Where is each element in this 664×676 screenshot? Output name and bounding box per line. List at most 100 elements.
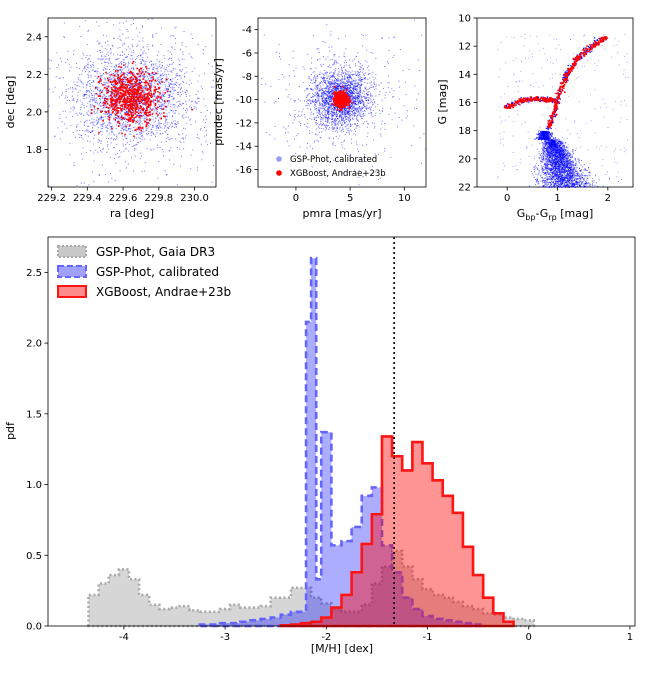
- data-point-calibrated: [142, 106, 143, 107]
- data-point-xgboost: [142, 109, 144, 111]
- data-point-calibrated: [82, 130, 83, 131]
- data-point-calibrated: [192, 101, 193, 102]
- data-point-calibrated: [289, 64, 290, 65]
- data-point-calibrated: [340, 114, 341, 115]
- data-point-xgboost: [129, 105, 131, 107]
- data-point-calibrated: [92, 64, 93, 65]
- data-point-calibrated: [342, 147, 343, 148]
- data-point-calibrated: [316, 110, 317, 111]
- data-point-calibrated: [421, 35, 422, 36]
- data-point-calibrated: [165, 125, 166, 126]
- data-point-calibrated: [354, 91, 355, 92]
- data-point-xgboost: [123, 79, 125, 81]
- data-point-calibrated: [207, 110, 208, 111]
- data-point-calibrated: [102, 126, 103, 127]
- data-point-calibrated: [121, 152, 122, 153]
- data-point-calibrated: [186, 108, 187, 109]
- data-point-calibrated: [82, 58, 83, 59]
- data-point-calibrated: [327, 78, 328, 79]
- data-point-calibrated: [90, 65, 91, 66]
- data-point-calibrated: [352, 117, 353, 118]
- data-point-xgboost: [139, 108, 141, 110]
- data-point-calibrated: [360, 111, 361, 112]
- data-point-calibrated: [88, 132, 89, 133]
- data-point-calibrated: [372, 53, 373, 54]
- data-point-calibrated: [93, 62, 94, 63]
- data-point-calibrated: [370, 107, 371, 108]
- data-point-calibrated: [156, 81, 157, 82]
- data-point-calibrated: [352, 85, 353, 86]
- data-point-calibrated: [168, 82, 169, 83]
- data-point-calibrated: [156, 59, 157, 60]
- data-point-calibrated: [96, 112, 97, 113]
- data-point-calibrated: [160, 105, 161, 106]
- data-point-calibrated: [114, 77, 115, 78]
- data-point-calibrated: [369, 88, 370, 89]
- data-point-calibrated: [343, 121, 344, 122]
- data-point-calibrated: [374, 101, 375, 102]
- data-point-calibrated: [169, 84, 170, 85]
- data-point-calibrated: [191, 83, 192, 84]
- data-point-xgboost: [125, 126, 127, 128]
- data-point-calibrated: [132, 146, 133, 147]
- data-point-calibrated: [148, 80, 149, 81]
- data-point-calibrated: [140, 158, 141, 159]
- data-point-calibrated: [313, 35, 314, 36]
- data-point-xgboost: [134, 88, 136, 90]
- data-point-xgboost: [105, 112, 107, 114]
- data-point-calibrated: [350, 82, 351, 83]
- data-point-calibrated: [81, 137, 82, 138]
- data-point-calibrated: [173, 121, 174, 122]
- data-point-calibrated: [358, 73, 359, 74]
- data-point-calibrated: [61, 61, 62, 62]
- data-point-calibrated: [133, 50, 134, 51]
- data-point-calibrated: [370, 96, 371, 97]
- data-point-calibrated: [72, 100, 73, 101]
- data-point-calibrated: [90, 104, 91, 105]
- data-point-xgboost: [112, 99, 114, 101]
- data-point-calibrated: [122, 136, 123, 137]
- data-point-calibrated: [148, 127, 149, 128]
- data-point-calibrated: [287, 141, 288, 142]
- data-point-calibrated: [159, 122, 160, 123]
- data-point-calibrated: [118, 58, 119, 59]
- data-point-calibrated: [181, 71, 182, 72]
- data-point-calibrated: [133, 140, 134, 141]
- data-point-xgboost: [154, 86, 156, 88]
- data-point-calibrated: [341, 67, 342, 68]
- data-point-calibrated: [160, 81, 161, 82]
- data-point-calibrated: [375, 106, 376, 107]
- data-point-calibrated: [117, 72, 118, 73]
- data-point-calibrated: [176, 26, 177, 27]
- data-point-calibrated: [199, 75, 200, 76]
- data-point-calibrated: [173, 164, 174, 165]
- data-point-xgboost: [123, 64, 125, 66]
- data-point-calibrated: [95, 150, 96, 151]
- data-point-calibrated: [106, 58, 107, 59]
- data-point-calibrated: [91, 122, 92, 123]
- data-point-calibrated: [92, 172, 93, 173]
- data-point-calibrated: [109, 125, 110, 126]
- data-point-xgboost: [148, 84, 150, 86]
- data-point-calibrated: [95, 76, 96, 77]
- data-point-xgboost: [109, 104, 111, 106]
- data-point-calibrated: [151, 64, 152, 65]
- data-point-calibrated: [125, 118, 126, 119]
- data-point-calibrated: [172, 116, 173, 117]
- data-point-calibrated: [177, 75, 178, 76]
- data-point-calibrated: [207, 144, 208, 145]
- data-point-calibrated: [154, 96, 155, 97]
- data-point-calibrated: [110, 173, 111, 174]
- data-point-calibrated: [395, 113, 396, 114]
- data-point-calibrated: [349, 122, 350, 123]
- data-point-xgboost: [149, 89, 151, 91]
- data-point-xgboost: [116, 109, 118, 111]
- data-point-xgboost: [104, 100, 106, 102]
- data-point-calibrated: [145, 63, 146, 64]
- data-point-calibrated: [108, 55, 109, 56]
- data-point-calibrated: [173, 107, 174, 108]
- data-point-calibrated: [119, 36, 120, 37]
- data-point-calibrated: [342, 129, 343, 130]
- data-point-calibrated: [334, 89, 335, 90]
- data-point-calibrated: [104, 67, 105, 68]
